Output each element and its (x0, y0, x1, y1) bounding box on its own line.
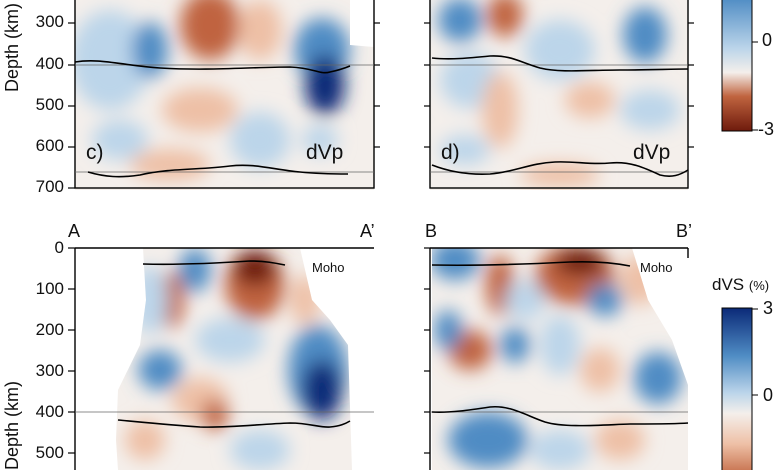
section-a-end: A’ (360, 221, 375, 241)
colorbar-variable: dVS (712, 275, 745, 294)
anomaly-slow-light (482, 72, 518, 148)
anomaly-fast-light (132, 265, 168, 335)
panel-c-variable: dVp (306, 141, 344, 164)
panel-c-frame (74, 0, 375, 189)
upper-depth-label: Depth (km) (2, 2, 22, 92)
anomaly-fast-light (230, 430, 290, 470)
anomaly-fast-light (195, 318, 265, 362)
panel-a-field (74, 247, 374, 470)
anomaly-fast-light (620, 90, 680, 130)
anomaly-fast-light (230, 112, 290, 168)
anomaly-slow-light (565, 82, 615, 118)
panel-c-410-discontinuity (74, 60, 351, 74)
anomaly-slow-light (130, 149, 210, 181)
lower-depth-label: Depth (km) (2, 380, 22, 470)
section-b-start: B (425, 221, 438, 241)
upper-colorbar-tick: -3 (758, 119, 775, 139)
panel-d-410-discontinuity (431, 55, 689, 72)
anomaly-slow-max (233, 250, 277, 286)
anomaly-fast (634, 352, 682, 404)
anomaly-fast (138, 350, 182, 390)
section-b-end: B’ (676, 221, 693, 241)
lower-depth-tick: 400 (35, 402, 64, 421)
anomaly-slow-light (290, 275, 320, 325)
anomaly-slow-light (162, 88, 238, 132)
panel-d-variable: dVp (633, 141, 671, 164)
anomaly-fast-light (92, 120, 148, 160)
upper-depth-tick: 600 (35, 136, 64, 155)
panel-a-moho-line (142, 260, 286, 266)
anomaly-slow (180, 0, 240, 60)
anomaly-fast-light (505, 280, 545, 320)
anomaly-slow-light (520, 163, 600, 187)
upper-depth-tick: 300 (35, 12, 64, 31)
anomaly-fast (448, 412, 528, 468)
panel-a-410-discontinuity (117, 419, 351, 428)
anomaly-slow-light (125, 420, 165, 460)
anomaly-fast (500, 327, 530, 363)
lower-depth-axis-ticks (68, 247, 430, 454)
anomaly-fast (179, 248, 211, 292)
anomaly-fast (434, 310, 462, 350)
upper-colorbar (721, 0, 753, 132)
panel-d-660-discontinuity (431, 161, 689, 177)
panel-c-660-discontinuity (87, 164, 349, 178)
upper-colorbar-tick: 0 (762, 30, 773, 50)
lower-depth-tick: 100 (35, 279, 64, 298)
anomaly-fast (438, 0, 482, 42)
panel-d-field (429, 0, 689, 190)
anomaly-fast (623, 7, 667, 63)
anomaly-fast-light (302, 125, 338, 155)
section-a-start: A (68, 221, 81, 241)
anomaly-slow-light (595, 420, 645, 460)
anomaly-fast-light (75, 10, 150, 110)
lower-depth-tick: 200 (35, 320, 64, 339)
anomaly-slow-light (580, 348, 620, 392)
anomaly-fast-light (440, 135, 490, 165)
anomaly-fast (587, 284, 623, 316)
anomaly-fast-light (540, 315, 580, 375)
lower-depth-tick: 500 (35, 443, 64, 462)
upper-depth-tick: 400 (35, 54, 64, 73)
anomaly-slow (201, 400, 229, 430)
anomaly-fast-max (302, 360, 342, 420)
panel-b-moho-line (431, 261, 631, 267)
upper-depth-axis-ticks (68, 22, 694, 189)
lower-depth-tick: 0 (54, 238, 64, 257)
panel-c-field (74, 0, 375, 190)
upper-depth-tick: 700 (35, 177, 64, 196)
lower-colorbar-tick: 3 (763, 298, 774, 318)
anomaly-fast-light (530, 430, 590, 470)
upper-depth-tick: 500 (35, 95, 64, 114)
anomaly-fast-max (305, 55, 345, 115)
panel-d-frame (429, 0, 689, 189)
panel-c-label: c) (86, 141, 104, 164)
lower-colorbar-title: dVS (%) (712, 275, 769, 295)
panel-a-moho-label: Moho (312, 260, 345, 275)
panel-b-field (429, 247, 689, 470)
lower-colorbar-tick: 0 (763, 385, 774, 405)
lower-depth-tick: 300 (35, 361, 64, 380)
colorbar-unit: (%) (748, 278, 770, 293)
panel-d-label: d) (441, 141, 460, 164)
panel-b-410-discontinuity (431, 405, 689, 427)
anomaly-slow (487, 0, 523, 37)
anomaly-fast (132, 22, 168, 78)
panel-b-moho-label: Moho (640, 260, 673, 275)
anomaly-fast (432, 248, 480, 280)
anomaly-slow-light (238, 0, 282, 60)
lower-colorbar (721, 307, 753, 470)
